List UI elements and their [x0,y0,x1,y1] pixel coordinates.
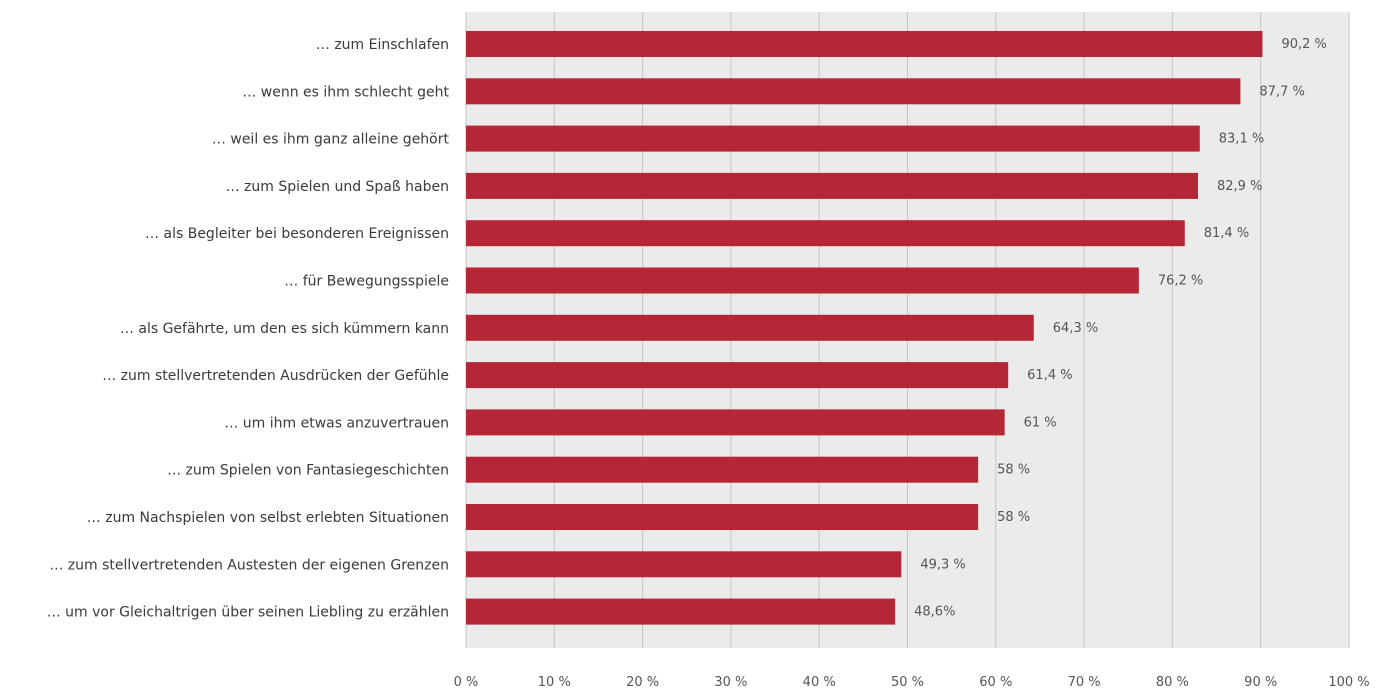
value-label: 81,4 % [1204,226,1249,241]
value-label: 61 % [1024,415,1057,430]
value-label: 49,3 % [920,557,965,572]
value-label: 64,3 % [1053,321,1098,336]
bar [466,456,979,483]
x-tick-label: 90 % [1244,675,1277,690]
bar [466,314,1034,341]
value-label: 58 % [997,510,1030,525]
category-label: … als Gefährte, um den es sich kümmern k… [120,321,449,337]
value-label: 76,2 % [1158,274,1203,289]
x-tick-label: 0 % [454,675,479,690]
category-label: … zum Nachspielen von selbst erlebten Si… [87,510,449,526]
bar [466,598,896,625]
category-labels: … zum Einschlafen … wenn es ihm schlecht … [47,37,450,621]
x-tick-label: 70 % [1068,675,1101,690]
x-tick-label: 40 % [803,675,836,690]
value-label: 82,9 % [1217,179,1262,194]
bar [466,409,1005,436]
category-label: … zum Spielen von Fantasiegeschichten [167,463,449,479]
category-label: … zum Spielen und Spaß haben [226,179,449,195]
category-label: … für Bewegungsspiele [284,274,449,290]
bar [466,551,902,578]
x-tick-label: 10 % [538,675,571,690]
bar [466,504,979,530]
x-axis-tick-labels: 0 % 10 % 20 % 30 % 40 % 50 % 60 % 70 % 80 % 90 % 1… [454,675,1370,690]
value-label: 48,6% [914,605,955,620]
value-label: 58 % [997,463,1030,478]
category-label: … um vor Gleichaltrigen über seinen Lieb… [47,605,449,621]
value-label: 90,2 % [1281,37,1326,52]
category-label: … zum stellvertretenden Ausdrücken der G… [102,368,449,384]
bar [466,31,1263,57]
value-label: 87,7 % [1259,84,1304,99]
category-label: … als Begleiter bei besonderen Ereigniss… [145,226,449,242]
x-tick-label: 30 % [714,675,747,690]
x-tick-label: 20 % [626,675,659,690]
bar [466,125,1200,152]
value-label: 61,4 % [1027,368,1072,383]
category-label: … zum Einschlafen [316,37,449,53]
x-tick-label: 80 % [1156,675,1189,690]
category-label: … um ihm etwas anzuvertrauen [224,415,449,431]
category-label: … zum stellvertretenden Austesten der ei… [49,557,449,573]
bar [466,362,1009,389]
bar [466,172,1199,199]
x-tick-label: 50 % [891,675,924,690]
bar [466,78,1241,105]
value-label: 83,1 % [1219,132,1264,147]
category-label: … weil es ihm ganz alleine gehört [212,132,450,148]
x-tick-label: 100 % [1328,675,1369,690]
category-label: … wenn es ihm schlecht geht [242,84,449,100]
bar [466,220,1185,247]
value-labels: 90,2 % 87,7 % 83,1 % 82,9 % 81,4 % 76,2 % 64,3… [914,37,1327,620]
bars [466,31,1263,625]
bar [466,267,1139,294]
x-tick-label: 60 % [979,675,1012,690]
